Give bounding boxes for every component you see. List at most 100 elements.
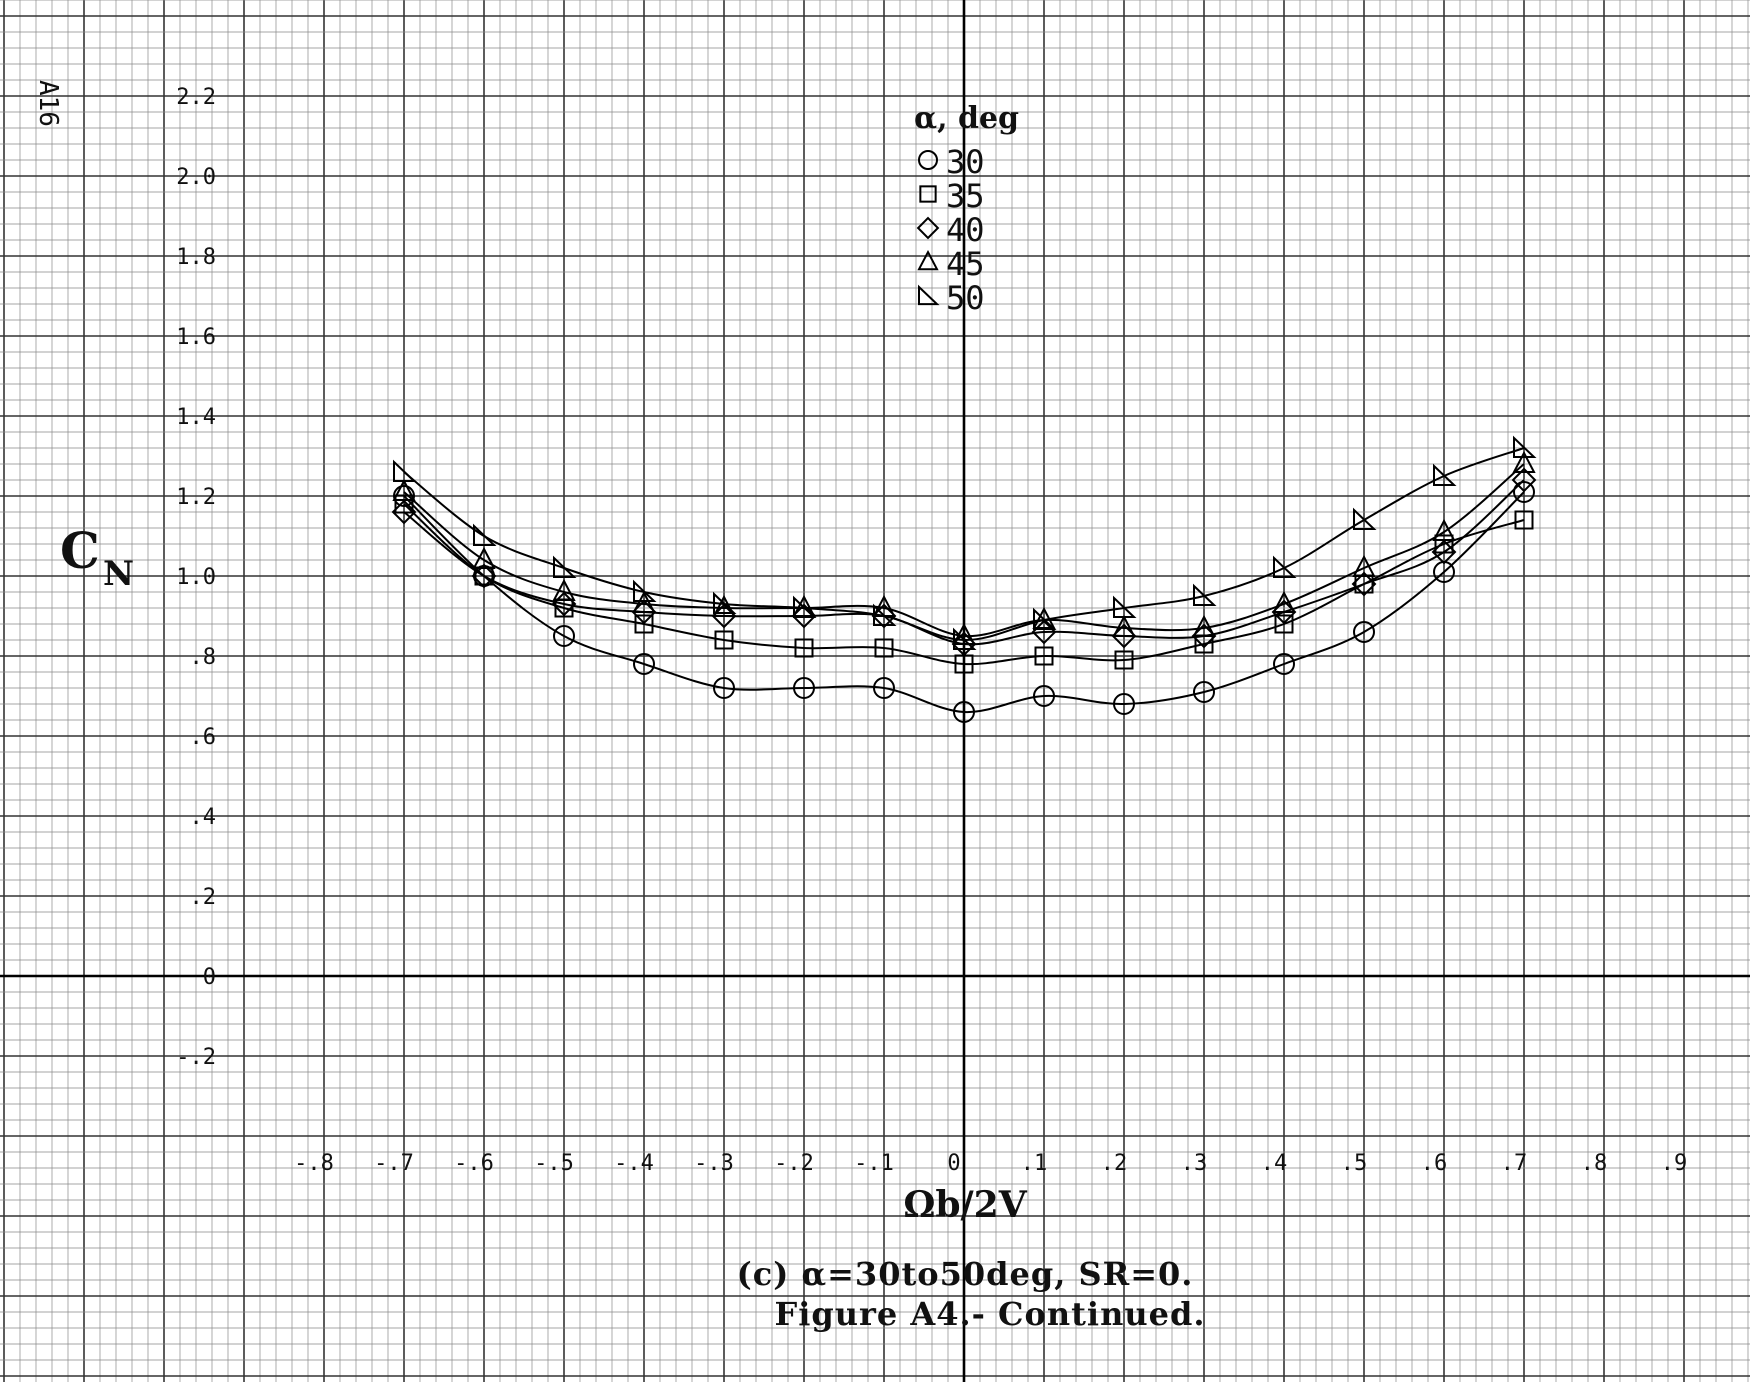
data-point-diamond bbox=[916, 216, 940, 240]
caption-subtitle: (c) α=30to50deg, SR=0. bbox=[737, 1255, 1194, 1293]
data-point-triangle bbox=[1192, 614, 1216, 637]
y-axis-label-subscript: N bbox=[103, 554, 134, 594]
data-point-square bbox=[1514, 510, 1534, 530]
x-tick-label: .5 bbox=[1341, 1151, 1368, 1176]
x-tick-label: .7 bbox=[1501, 1151, 1528, 1176]
y-tick-label: .4 bbox=[190, 805, 217, 830]
data-point-right-triangle bbox=[1513, 435, 1537, 458]
data-point-circle bbox=[1193, 681, 1215, 703]
data-point-right-triangle bbox=[473, 523, 497, 546]
data-point-right-triangle bbox=[393, 459, 417, 482]
data-point-right-triangle bbox=[873, 603, 897, 626]
data-point-right-triangle bbox=[633, 579, 657, 602]
data-point-circle bbox=[1113, 693, 1135, 715]
data-point-diamond bbox=[391, 499, 417, 525]
data-point-triangle bbox=[1352, 554, 1376, 577]
data-point-right-triangle bbox=[918, 284, 940, 306]
legend-label: 40 bbox=[946, 211, 985, 249]
legend-item-30: 30 bbox=[918, 143, 985, 181]
data-point-triangle bbox=[712, 594, 736, 617]
data-point-square bbox=[1034, 646, 1054, 666]
series-line-30 bbox=[403, 491, 1525, 714]
legend-item-50: 50 bbox=[918, 279, 985, 317]
data-point-triangle bbox=[1112, 614, 1136, 637]
x-tick-label: -.5 bbox=[534, 1151, 574, 1176]
x-tick-label: .4 bbox=[1261, 1151, 1288, 1176]
y-tick-label: .2 bbox=[190, 885, 217, 910]
data-point-right-triangle bbox=[1353, 507, 1377, 530]
data-point-right-triangle bbox=[1113, 595, 1137, 618]
y-tick-label: 2.2 bbox=[176, 85, 216, 110]
y-tick-label: 1.0 bbox=[176, 565, 216, 590]
x-tick-label: -.7 bbox=[374, 1151, 414, 1176]
data-point-triangle bbox=[917, 249, 939, 271]
data-point-circle bbox=[953, 701, 975, 723]
x-tick-label: -.4 bbox=[614, 1151, 654, 1176]
page-number: A16 bbox=[33, 80, 63, 127]
x-tick-label: .8 bbox=[1581, 1151, 1608, 1176]
x-axis-label: Ωb/2V bbox=[903, 1184, 1027, 1226]
x-tick-label: .6 bbox=[1421, 1151, 1448, 1176]
data-point-circle bbox=[553, 625, 575, 647]
data-point-circle bbox=[1033, 685, 1055, 707]
legend-label: 50 bbox=[946, 279, 985, 317]
x-tick-label: -.3 bbox=[694, 1151, 734, 1176]
x-tick-label: .3 bbox=[1181, 1151, 1208, 1176]
y-tick-label: .8 bbox=[190, 645, 217, 670]
legend-label: 30 bbox=[946, 143, 985, 181]
x-tick-label: -.6 bbox=[454, 1151, 494, 1176]
caption-figure: Figure A4.- Continued. bbox=[775, 1295, 1206, 1333]
y-tick-label: .6 bbox=[190, 725, 217, 750]
data-point-square bbox=[874, 638, 894, 658]
data-point-square bbox=[1114, 650, 1134, 670]
data-point-right-triangle bbox=[713, 591, 737, 614]
data-point-triangle bbox=[472, 546, 496, 569]
series-30 bbox=[393, 481, 1535, 723]
data-point-triangle bbox=[1272, 590, 1296, 613]
x-tick-label: -.1 bbox=[854, 1151, 894, 1176]
data-series bbox=[391, 435, 1537, 723]
legend-item-45: 45 bbox=[917, 245, 985, 283]
data-point-diamond bbox=[1431, 539, 1457, 565]
data-point-diamond bbox=[471, 563, 497, 589]
data-point-triangle bbox=[1432, 518, 1456, 541]
legend-item-40: 40 bbox=[916, 211, 985, 249]
data-point-right-triangle bbox=[1273, 555, 1297, 578]
y-tick-label: 1.2 bbox=[176, 485, 216, 510]
data-point-circle bbox=[918, 150, 938, 170]
series-50 bbox=[393, 435, 1537, 650]
data-point-right-triangle bbox=[1433, 463, 1457, 486]
x-tick-label: -.8 bbox=[294, 1151, 334, 1176]
data-point-diamond bbox=[1511, 467, 1537, 493]
x-tick-label: .9 bbox=[1661, 1151, 1688, 1176]
x-tick-label: 0 bbox=[947, 1151, 960, 1176]
data-point-triangle bbox=[392, 478, 416, 501]
x-tick-label: -.2 bbox=[774, 1151, 814, 1176]
data-point-circle bbox=[793, 677, 815, 699]
data-point-right-triangle bbox=[1033, 607, 1057, 630]
x-tick-label: .1 bbox=[1021, 1151, 1048, 1176]
series-line-35 bbox=[403, 503, 1525, 666]
data-point-triangle bbox=[552, 578, 576, 601]
data-point-square bbox=[714, 630, 734, 650]
data-point-circle bbox=[1513, 481, 1535, 503]
data-point-square bbox=[919, 185, 937, 203]
legend-label: 45 bbox=[946, 245, 985, 283]
data-point-square bbox=[1274, 614, 1294, 634]
y-tick-label: 1.8 bbox=[176, 245, 216, 270]
data-point-circle bbox=[633, 653, 655, 675]
data-point-triangle bbox=[632, 590, 656, 613]
data-point-circle bbox=[1353, 621, 1375, 643]
y-axis-label: C bbox=[60, 521, 100, 580]
data-point-circle bbox=[1273, 653, 1295, 675]
data-point-circle bbox=[393, 485, 415, 507]
y-tick-label: 1.4 bbox=[176, 405, 216, 430]
y-tick-label: 1.6 bbox=[176, 325, 216, 350]
y-tick-label: 0 bbox=[203, 965, 216, 990]
legend-label: 35 bbox=[946, 177, 985, 215]
data-point-circle bbox=[713, 677, 735, 699]
y-tick-label: -.2 bbox=[176, 1045, 216, 1070]
x-tick-label: .2 bbox=[1101, 1151, 1128, 1176]
